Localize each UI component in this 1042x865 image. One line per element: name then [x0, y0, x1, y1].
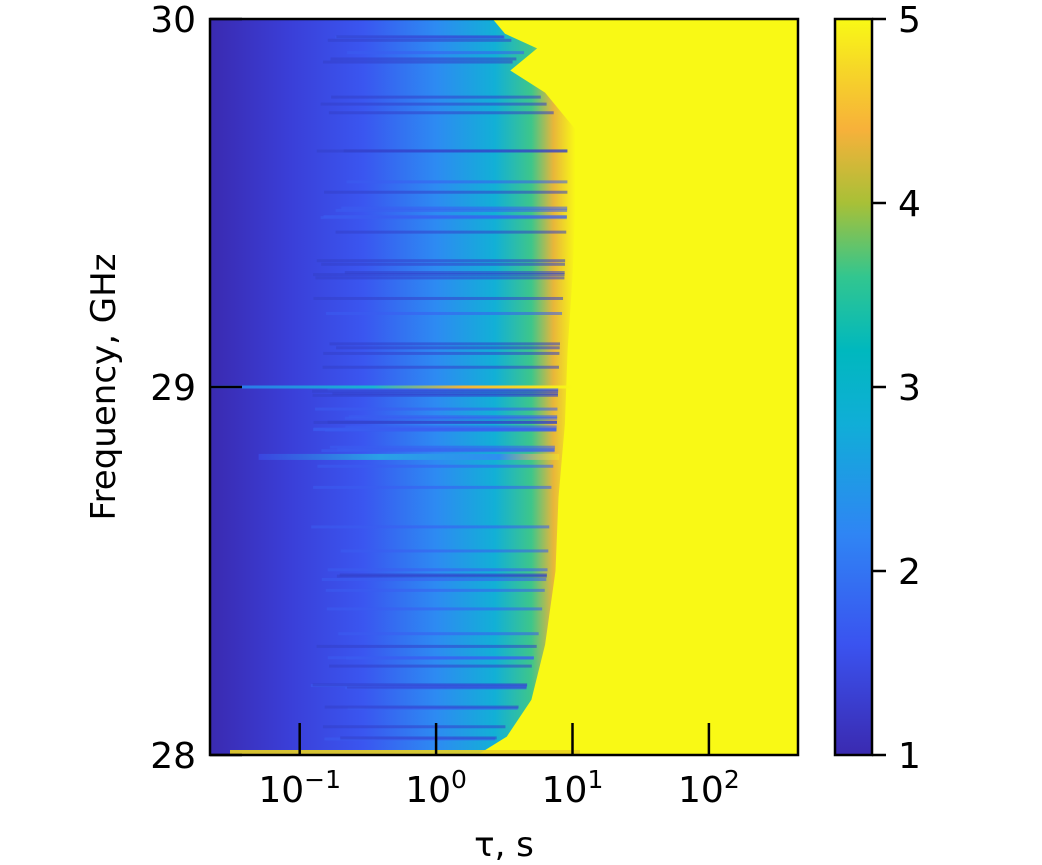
- stripe: [315, 276, 565, 280]
- stripe: [312, 393, 558, 397]
- stripe: [331, 95, 541, 99]
- x-tick-label: 10−1: [258, 765, 341, 811]
- stripe: [327, 38, 512, 42]
- x-axis-ticks: 10−1 100 101 102: [258, 723, 740, 811]
- stripe: [313, 273, 565, 277]
- colorbar-tick-label: 3: [898, 368, 921, 409]
- stripe: [341, 206, 568, 210]
- stripe: [343, 149, 568, 153]
- stripe: [345, 425, 557, 429]
- x-tick-label: 102: [678, 765, 740, 811]
- colorbar-tick-label: 4: [898, 184, 921, 225]
- stripe: [344, 416, 558, 420]
- frequency-stripes: [310, 35, 568, 741]
- colorbar: 1 2 3 4 5: [833, 0, 921, 777]
- bright-line: [210, 385, 573, 389]
- stripe: [323, 214, 567, 218]
- stripe: [320, 102, 547, 106]
- stripe: [315, 407, 558, 411]
- colorbar-ticks: 1 2 3 4 5: [872, 0, 921, 777]
- stripe: [327, 420, 557, 424]
- stripe: [347, 685, 527, 689]
- stripe: [336, 35, 504, 39]
- stripe: [316, 644, 537, 648]
- stripe: [322, 60, 513, 64]
- stripe: [329, 342, 560, 346]
- stripe: [345, 656, 534, 660]
- stripe: [347, 51, 525, 55]
- stripe: [337, 448, 555, 452]
- x-tick-label: 101: [542, 765, 604, 811]
- stripe: [329, 445, 555, 449]
- stripe: [326, 311, 563, 315]
- stripe: [338, 632, 539, 636]
- stripe: [330, 57, 517, 61]
- colorbar-tick-label: 5: [898, 0, 921, 41]
- y-axis-ticks: 28 29 30: [150, 0, 242, 777]
- stripe: [322, 725, 506, 729]
- stripe: [313, 485, 552, 489]
- stripe: [323, 351, 560, 355]
- bright-lines: [210, 385, 580, 754]
- stripe: [335, 230, 567, 234]
- stripe: [311, 525, 550, 529]
- stripe: [324, 705, 519, 709]
- stripe: [344, 271, 565, 275]
- stripe: [329, 664, 532, 668]
- stripe: [326, 607, 543, 611]
- stripe: [340, 736, 497, 740]
- stripe: [317, 464, 554, 468]
- stripe: [325, 588, 545, 592]
- y-axis-label: Frequency, GHz: [84, 253, 124, 520]
- bottom-edge-streak: [230, 750, 580, 754]
- stripe: [313, 428, 557, 432]
- colorbar-tick-label: 2: [898, 552, 921, 593]
- stripe: [324, 190, 568, 194]
- stripe: [313, 296, 564, 300]
- y-tick-label: 30: [150, 0, 196, 41]
- stripe: [316, 259, 566, 263]
- stripe: [335, 208, 568, 212]
- x-tick-label: 100: [405, 765, 467, 811]
- stripe: [339, 573, 547, 577]
- stripe: [346, 180, 568, 184]
- colorbar-tick-label: 1: [898, 736, 921, 777]
- stripe: [312, 389, 559, 393]
- plot-area: [210, 19, 798, 755]
- stripe: [328, 111, 554, 115]
- bright-line: [258, 453, 560, 460]
- colorbar-gradient: [835, 19, 872, 755]
- x-axis-label: τ, s: [474, 825, 534, 865]
- stripe: [322, 365, 559, 369]
- stripe: [321, 578, 547, 582]
- y-tick-label: 29: [150, 368, 196, 409]
- stripe: [336, 346, 560, 350]
- stripe: [321, 262, 565, 266]
- stripe: [340, 549, 549, 553]
- stripe: [348, 415, 558, 419]
- stripe: [312, 683, 528, 687]
- stripe: [327, 568, 548, 572]
- y-tick-label: 28: [150, 736, 196, 777]
